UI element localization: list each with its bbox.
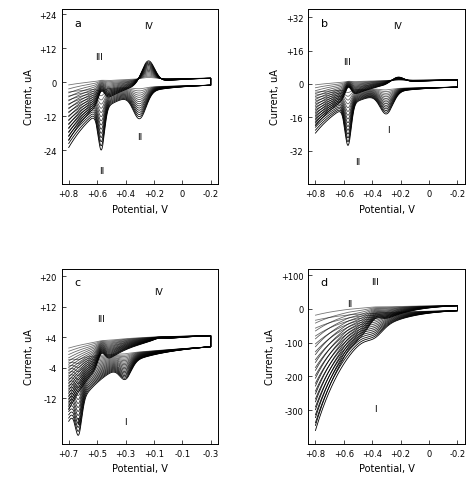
Text: II: II: [76, 417, 81, 426]
Text: I: I: [387, 126, 390, 135]
Text: II: II: [137, 132, 142, 142]
Text: IV: IV: [145, 22, 153, 31]
Text: I: I: [124, 417, 127, 426]
Y-axis label: Current, uA: Current, uA: [24, 69, 34, 125]
Text: III: III: [95, 53, 103, 62]
X-axis label: Potential, V: Potential, V: [112, 204, 168, 214]
Text: c: c: [74, 278, 80, 288]
Y-axis label: Current, uA: Current, uA: [265, 328, 275, 385]
Text: II: II: [356, 158, 361, 166]
Text: III: III: [344, 58, 351, 66]
Text: II: II: [347, 300, 352, 309]
Y-axis label: Current, uA: Current, uA: [271, 69, 281, 125]
X-axis label: Potential, V: Potential, V: [112, 464, 168, 473]
Y-axis label: Current, uA: Current, uA: [24, 328, 34, 385]
Text: III: III: [371, 277, 379, 286]
X-axis label: Potential, V: Potential, V: [358, 464, 414, 473]
Text: d: d: [321, 278, 328, 288]
Text: IV: IV: [393, 22, 402, 31]
Text: III: III: [97, 314, 105, 323]
Text: a: a: [74, 19, 81, 28]
Text: b: b: [321, 19, 328, 28]
Text: II: II: [99, 166, 104, 175]
X-axis label: Potential, V: Potential, V: [358, 204, 414, 214]
Text: IV: IV: [154, 287, 163, 296]
Text: I: I: [374, 404, 376, 413]
